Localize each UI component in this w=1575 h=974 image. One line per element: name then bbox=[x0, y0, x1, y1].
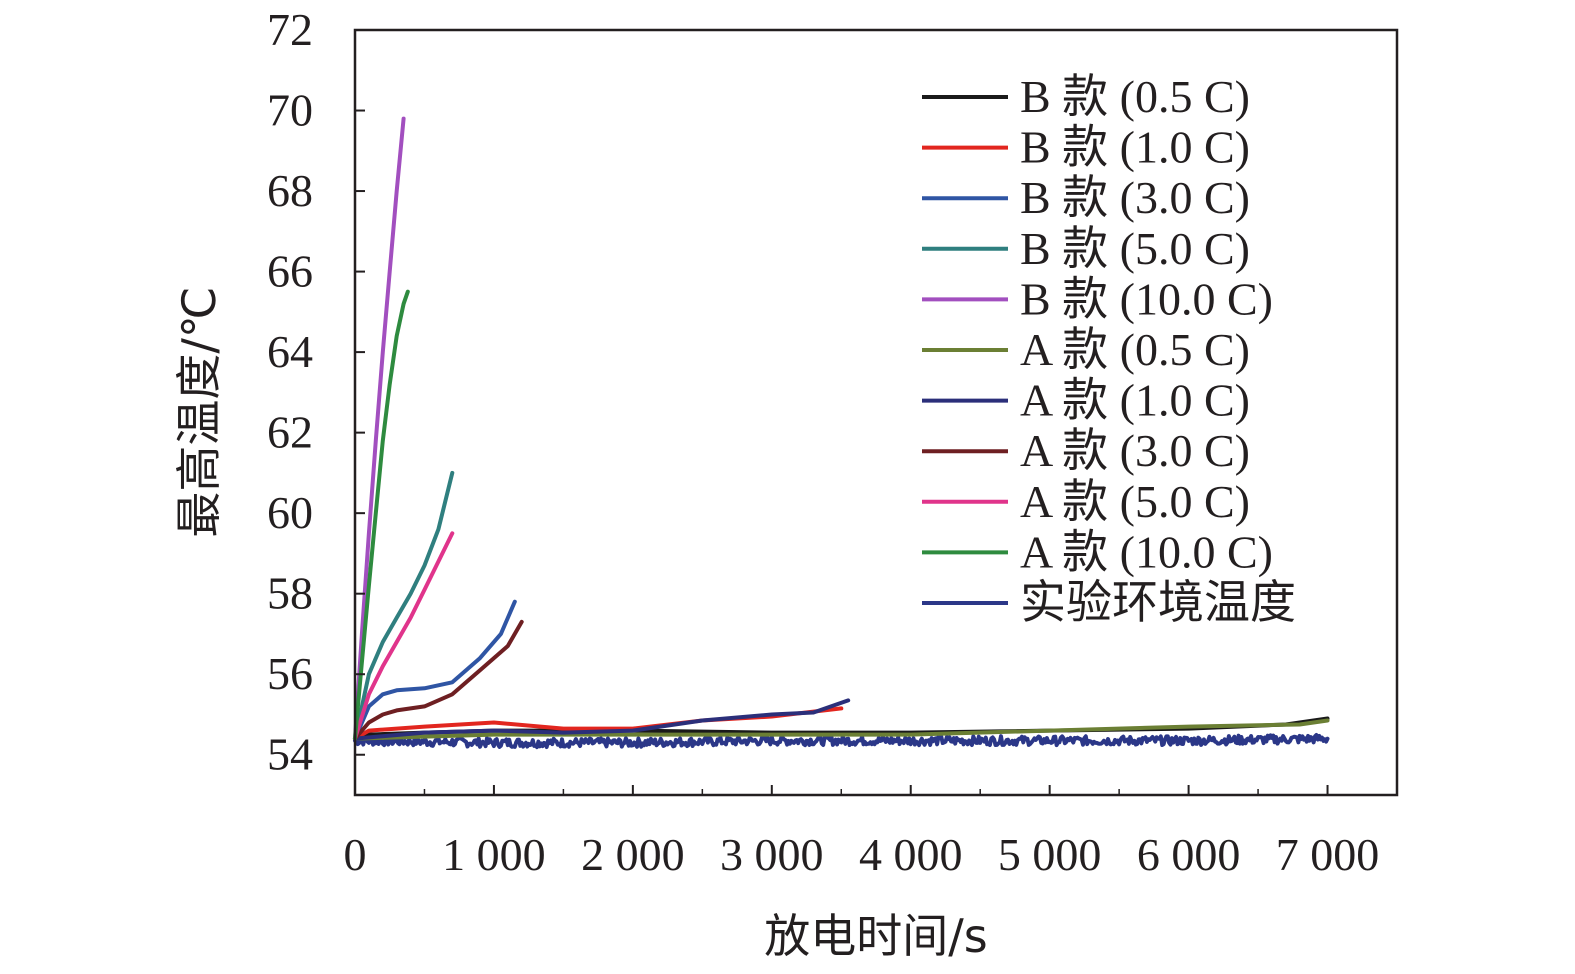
x-tick-label: 2 000 bbox=[581, 829, 685, 880]
y-tick-label: 70 bbox=[267, 85, 313, 136]
y-tick-label: 62 bbox=[267, 407, 313, 458]
y-tick-label: 66 bbox=[267, 246, 313, 297]
legend: B 款 (0.5 C)B 款 (1.0 C)B 款 (3.0 C)B 款 (5.… bbox=[922, 71, 1296, 628]
x-axis: 0 1 000 2 000 3 000 4 000 5 000 6 000 7 000 bbox=[344, 785, 1380, 880]
x-tick-label: 1 000 bbox=[442, 829, 546, 880]
x-tick-label: 0 bbox=[344, 829, 367, 880]
legend-label: A 款 (1.0 C) bbox=[1020, 375, 1250, 426]
y-axis-title: 最高温度/℃ bbox=[172, 286, 226, 537]
x-tick-label: 5 000 bbox=[998, 829, 1102, 880]
series-line bbox=[353, 698, 851, 741]
series-line bbox=[353, 619, 524, 741]
legend-label: A 款 (5.0 C) bbox=[1020, 476, 1250, 527]
series-line bbox=[353, 116, 406, 741]
series-line bbox=[353, 733, 1330, 750]
y-tick-label: 64 bbox=[267, 326, 313, 377]
legend-label: A 款 (0.5 C) bbox=[1020, 324, 1250, 375]
legend-label: B 款 (0.5 C) bbox=[1020, 71, 1250, 122]
x-tick-label: 4 000 bbox=[859, 829, 963, 880]
x-axis-title: 放电时间/s bbox=[764, 909, 987, 963]
y-tick-label: 60 bbox=[267, 487, 313, 538]
x-tick-label: 6 000 bbox=[1137, 829, 1241, 880]
plot-lines bbox=[353, 116, 1330, 750]
y-tick-label: 72 bbox=[267, 4, 313, 55]
legend-label: B 款 (10.0 C) bbox=[1020, 273, 1273, 324]
y-tick-label: 58 bbox=[267, 568, 313, 619]
series-line bbox=[353, 289, 410, 741]
series-line bbox=[353, 531, 455, 741]
y-tick-label: 54 bbox=[267, 729, 313, 780]
y-tick-label: 56 bbox=[267, 648, 313, 699]
legend-label: B 款 (1.0 C) bbox=[1020, 122, 1250, 173]
legend-label: 实验环境温度 bbox=[1020, 577, 1296, 628]
series-line bbox=[353, 470, 455, 741]
plot-frame bbox=[353, 28, 1399, 797]
x-tick-label: 3 000 bbox=[720, 829, 824, 880]
series-line bbox=[353, 599, 517, 741]
legend-label: B 款 (3.0 C) bbox=[1020, 172, 1250, 223]
legend-label: A 款 (10.0 C) bbox=[1020, 526, 1273, 577]
x-tick-label: 7 000 bbox=[1276, 829, 1380, 880]
legend-label: B 款 (5.0 C) bbox=[1020, 223, 1250, 274]
legend-label: A 款 (3.0 C) bbox=[1020, 425, 1250, 476]
series-line bbox=[353, 718, 1330, 741]
y-axis: 54 56 58 60 62 64 66 68 70 72 bbox=[267, 4, 365, 780]
y-tick-label: 68 bbox=[267, 165, 313, 216]
